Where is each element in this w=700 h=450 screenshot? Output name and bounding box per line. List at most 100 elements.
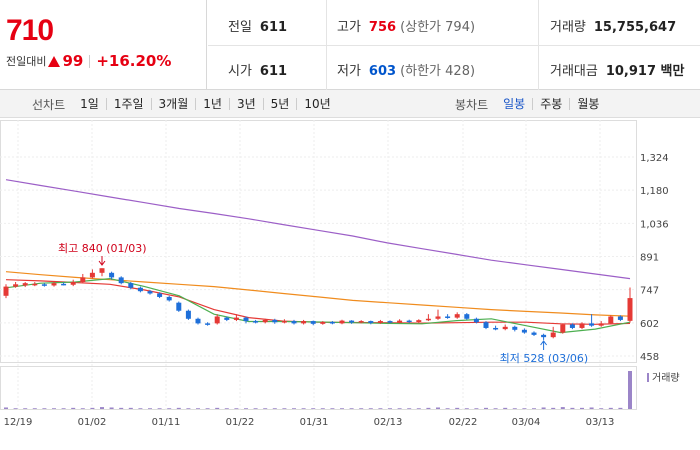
low-price: 저가 603 (하한가 428) — [337, 60, 475, 79]
ma120-line — [5, 179, 631, 280]
volume-bar — [407, 408, 412, 409]
candle-body — [387, 321, 393, 323]
prev-close: 전일 611 — [228, 16, 287, 35]
volume-bar — [349, 408, 354, 409]
change-row: 전일대비 99 +16.20% — [6, 52, 171, 70]
turnover-label: 거래대금 — [550, 64, 598, 79]
volume-bar — [541, 407, 546, 409]
candle-body — [416, 320, 422, 322]
y-tick-label: 1,324 — [640, 153, 669, 164]
monthly-candle-button[interactable]: 월봉 — [569, 98, 606, 110]
candle-body — [32, 283, 38, 286]
prev-close-value: 611 — [259, 20, 288, 35]
high-annotation: 최고 840 (01/03) — [58, 242, 147, 255]
low-value: 603 — [368, 64, 397, 79]
volume-value: 15,755,647 — [593, 20, 677, 35]
candle-body — [560, 324, 566, 333]
period-3m-button[interactable]: 3개월 — [150, 98, 196, 110]
period-1w-button[interactable]: 1주일 — [105, 98, 151, 110]
candle-body — [377, 321, 383, 323]
line-chart-title: 선차트 — [32, 97, 66, 112]
candle-body — [22, 283, 28, 286]
x-tick-label: 02/13 — [374, 417, 403, 428]
volume-bar — [570, 407, 575, 409]
daily-candle-button[interactable]: 일봉 — [503, 97, 526, 111]
x-tick-label: 02/22 — [449, 417, 478, 428]
candle-body — [157, 293, 163, 297]
x-tick-label: 01/02 — [78, 417, 107, 428]
open-label: 시가 — [228, 64, 252, 79]
up-arrow-icon — [540, 340, 547, 350]
volume-bar — [282, 408, 287, 409]
volume-bar — [32, 408, 37, 409]
candle-body — [349, 320, 355, 323]
volume-bar — [464, 408, 469, 409]
low-label: 저가 — [337, 64, 361, 79]
candle-body — [531, 332, 537, 335]
volume-bar — [608, 407, 613, 409]
candle-body — [425, 318, 431, 321]
divider — [208, 45, 700, 46]
volume-bar — [484, 407, 488, 409]
candle-body — [118, 277, 124, 284]
candle-body — [579, 323, 585, 328]
candle-body — [454, 314, 460, 318]
weekly-candle-button[interactable]: 주봉 — [532, 98, 569, 110]
volume-bar — [186, 408, 191, 409]
high-label: 고가 — [337, 20, 361, 35]
candle-body — [61, 283, 67, 286]
period-1d-button[interactable]: 1일 — [80, 97, 99, 111]
current-price: 710 — [6, 14, 54, 47]
period-3y-button[interactable]: 3년 — [228, 98, 263, 110]
candle-body — [445, 316, 451, 318]
volume-bar — [234, 408, 239, 409]
volume-bar — [522, 408, 527, 409]
change-label: 전일대비 — [6, 55, 47, 68]
candle-body — [205, 323, 211, 325]
volume-bar — [205, 408, 210, 409]
candle-body — [291, 321, 297, 324]
period-5y-button[interactable]: 5년 — [262, 98, 297, 110]
line-chart-periods: 선차트 1일 1주일 3개월 1년 3년 5년 10년 — [32, 90, 338, 118]
x-tick-label: 01/31 — [300, 417, 329, 428]
volume-bar — [560, 407, 565, 409]
candle-body — [435, 316, 441, 319]
period-10y-button[interactable]: 10년 — [296, 98, 337, 110]
candle-body — [89, 272, 95, 278]
candle-body — [320, 321, 326, 324]
candle-body — [281, 321, 287, 323]
up-arrow-icon — [48, 55, 61, 67]
candle-body — [550, 332, 556, 338]
volume-bar — [263, 408, 268, 409]
volume-bar — [224, 408, 229, 409]
period-1y-button[interactable]: 1년 — [195, 98, 229, 110]
prev-close-label: 전일 — [228, 20, 252, 35]
open-price: 시가 611 — [228, 60, 287, 79]
volume-bar — [272, 408, 277, 409]
volume-bar — [599, 408, 604, 409]
y-tick-label: 1,180 — [640, 186, 669, 197]
candle-body — [166, 296, 172, 301]
high-value: 756 — [368, 20, 397, 35]
candle-body — [176, 302, 182, 311]
ma5-line — [5, 277, 631, 334]
candle-body — [214, 316, 220, 324]
volume-bar — [397, 408, 402, 409]
candle-body — [512, 326, 518, 330]
change-percent: +16.20% — [96, 52, 172, 70]
candle-body — [541, 334, 547, 338]
volume-bar — [493, 408, 498, 409]
candle-body — [617, 316, 623, 320]
upper-limit: (상한가 794) — [400, 20, 476, 35]
y-tick-label: 1,036 — [640, 219, 669, 230]
volume-bar — [244, 408, 248, 409]
turnover: 거래대금 10,917 백만 — [550, 60, 684, 79]
x-tick-label: 01/22 — [226, 417, 255, 428]
candle-body — [3, 286, 9, 296]
candle-body — [406, 320, 412, 323]
candle-body — [397, 320, 403, 323]
candle-body — [464, 314, 470, 319]
candle-body — [473, 318, 479, 323]
candle-chart-title: 봉차트 — [455, 97, 489, 112]
